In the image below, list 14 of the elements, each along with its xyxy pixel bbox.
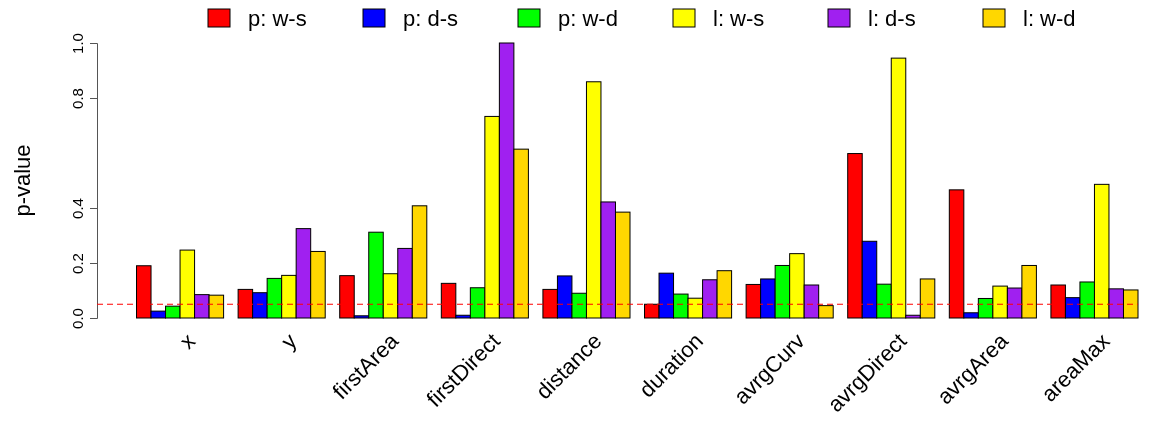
y-axis-title: p-value: [10, 144, 35, 217]
y-tick-label: 0.8: [69, 88, 86, 109]
legend-label: p: d-s: [403, 5, 459, 31]
x-tick-label: y: [276, 328, 302, 354]
legend-label: l: w-s: [713, 5, 765, 31]
y-tick-label: 0.4: [69, 198, 86, 219]
y-tick-label: 1.0: [69, 33, 86, 54]
legend-label: l: w-d: [1023, 5, 1076, 31]
legend-label: p: w-d: [558, 5, 618, 31]
y-tick-label: 0.0: [69, 308, 86, 329]
legend-label: l: d-s: [868, 5, 916, 31]
legend-label: p: w-s: [248, 5, 307, 31]
y-tick-label: 0.2: [69, 253, 86, 274]
x-tick-label: x: [174, 328, 201, 354]
